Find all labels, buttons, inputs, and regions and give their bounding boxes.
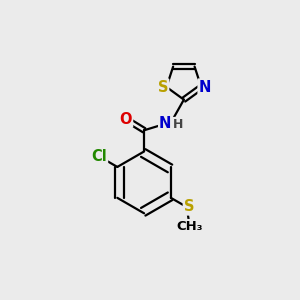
Text: H: H <box>172 118 183 131</box>
Text: O: O <box>120 112 132 127</box>
Text: CH₃: CH₃ <box>176 220 203 232</box>
Text: N: N <box>159 116 172 131</box>
Text: S: S <box>184 200 194 214</box>
Text: Cl: Cl <box>91 148 107 164</box>
Text: S: S <box>158 80 168 94</box>
Text: N: N <box>199 80 211 94</box>
